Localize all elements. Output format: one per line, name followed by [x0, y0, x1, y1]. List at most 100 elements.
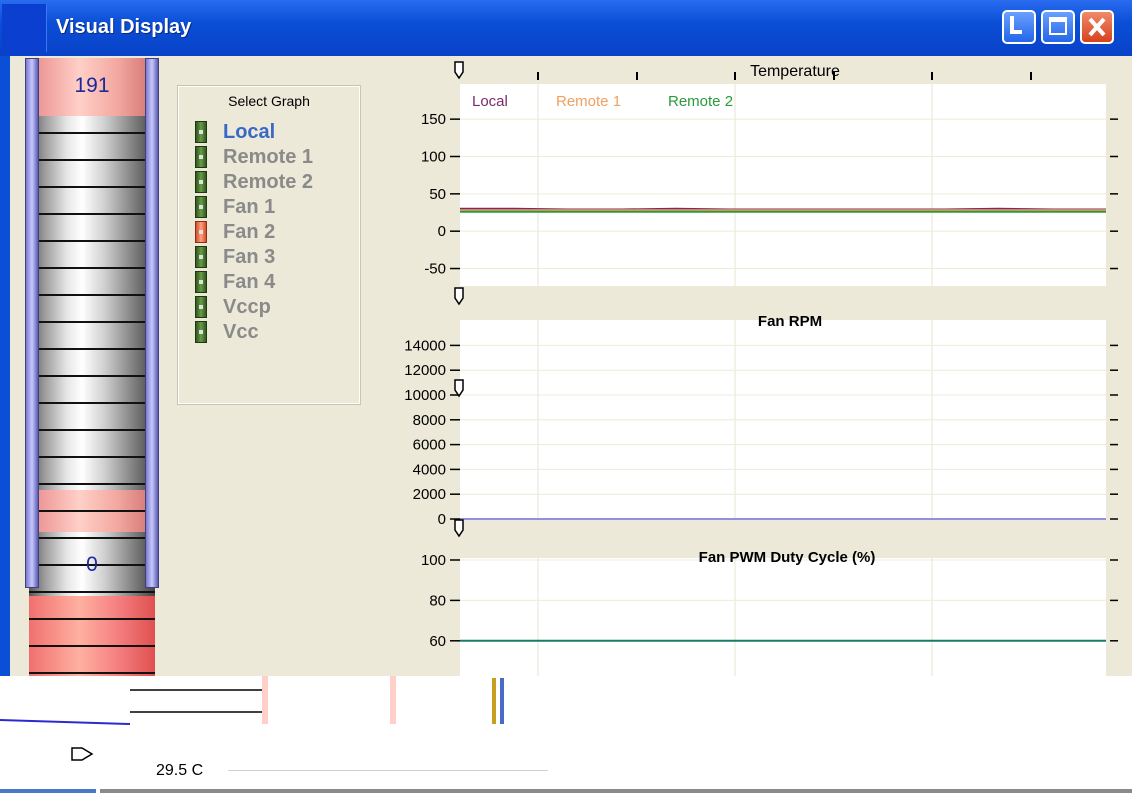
thermometer-gauge: 191 0	[17, 58, 167, 678]
thermometer-top-segment	[29, 58, 155, 116]
thermometer-band	[29, 402, 155, 404]
thermometer-band	[29, 564, 155, 566]
indicator-led-icon	[195, 321, 207, 343]
select-item-fan-3[interactable]: Fan 3	[195, 245, 275, 269]
select-item-label: Vccp	[223, 295, 271, 318]
window-title: Visual Display	[56, 16, 192, 38]
thermometer-band	[29, 213, 155, 215]
select-item-label: Fan 3	[223, 245, 276, 268]
select-item-fan-2[interactable]: Fan 2	[195, 220, 275, 244]
select-item-vccp[interactable]: Vccp	[195, 295, 271, 319]
y-tick-label: 4000	[413, 461, 446, 478]
y-tick-label: 150	[421, 111, 446, 128]
select-graph-group: Select Graph Local Remote 1 Remote 2 Fan…	[177, 85, 361, 405]
window-frame	[0, 56, 10, 676]
select-item-remote-2[interactable]: Remote 2	[195, 170, 313, 194]
thermometer-band	[29, 591, 155, 593]
thermometer-band	[29, 537, 155, 539]
thermometer-band	[29, 159, 155, 161]
thermometer-fill	[29, 596, 155, 678]
y-tick-label: 12000	[404, 362, 446, 379]
indicator-led-icon	[195, 246, 207, 268]
indicator-led-icon	[195, 221, 207, 243]
thermometer-band	[29, 456, 155, 458]
legend-entry: Local	[472, 93, 508, 110]
ghost-thermo-edge	[390, 676, 396, 724]
y-tick-label: 0	[438, 223, 446, 240]
select-item-local[interactable]: Local	[195, 120, 275, 144]
thermometer-tube	[29, 58, 155, 678]
select-item-vcc[interactable]: Vcc	[195, 320, 259, 344]
select-item-label: Fan 2	[223, 220, 276, 243]
thermometer-band	[29, 618, 155, 620]
close-button[interactable]	[1080, 10, 1114, 44]
y-tick-label: 50	[429, 186, 446, 203]
title-bar[interactable]: Visual Display	[0, 0, 1132, 56]
y-tick-label: 100	[421, 148, 446, 165]
legend-entry: Remote 1	[556, 93, 621, 110]
y-tick-label: 0	[438, 511, 446, 528]
select-item-label: Remote 1	[223, 145, 314, 168]
indicator-led-icon	[195, 146, 207, 168]
y-tick-label: -50	[424, 261, 446, 278]
chart-title: Fan RPM	[758, 313, 822, 330]
thermometer-band	[29, 132, 155, 134]
y-tick-label: 100	[421, 552, 446, 569]
select-item-remote-1[interactable]: Remote 1	[195, 145, 313, 169]
y-tick-label: 60	[429, 633, 446, 650]
minimize-icon	[1010, 16, 1022, 34]
thermometer-band	[29, 672, 155, 674]
select-item-label: Fan 1	[223, 195, 276, 218]
ghost-thermo-edge	[262, 676, 268, 724]
status-strip	[0, 676, 1132, 795]
thermometer-max-value: 191	[74, 74, 110, 97]
select-item-label: Remote 2	[223, 170, 314, 193]
readout-divider	[228, 770, 548, 771]
scroll-left-marker-icon[interactable]	[71, 747, 94, 761]
thermometer-rail-right	[145, 58, 159, 588]
maximize-button[interactable]	[1041, 10, 1075, 44]
ghost-rail	[492, 678, 496, 724]
plot-background	[460, 558, 1106, 676]
plot-background	[460, 84, 1106, 286]
bottom-frame-accent	[0, 789, 96, 793]
thermometer-band	[29, 348, 155, 350]
minimize-button[interactable]	[1002, 10, 1036, 44]
y-tick-label: 2000	[413, 486, 446, 503]
select-item-fan-1[interactable]: Fan 1	[195, 195, 275, 219]
indicator-led-icon	[195, 121, 207, 143]
temperature-readout: 29.5 C	[156, 762, 204, 779]
indicator-led-icon	[195, 271, 207, 293]
y-tick-label: 14000	[404, 337, 446, 354]
y-tick-label: 6000	[413, 437, 446, 454]
y-tick-label: 80	[429, 592, 446, 609]
select-graph-title: Select Graph	[228, 93, 310, 109]
thermometer-band	[29, 321, 155, 323]
select-item-fan-4[interactable]: Fan 4	[195, 270, 275, 294]
select-item-label: Local	[223, 120, 276, 143]
cursor-marker-icon	[454, 519, 464, 538]
select-item-label: Vcc	[223, 320, 259, 343]
thermometer-band	[29, 483, 155, 485]
indicator-led-icon	[195, 171, 207, 193]
thermometer-band	[29, 375, 155, 377]
thermometer-band	[29, 645, 155, 647]
chart-title: Temperature	[750, 63, 840, 80]
thermometer-min-value: 0	[86, 553, 98, 576]
y-tick-label: 10000	[404, 387, 446, 404]
indicator-led-icon	[195, 296, 207, 318]
thermometer-band	[29, 294, 155, 296]
indicator-led-icon	[195, 196, 207, 218]
bottom-frame	[100, 789, 1132, 793]
cursor-marker-icon	[454, 61, 464, 80]
cursor-marker-icon	[454, 287, 464, 306]
thermometer-band	[29, 510, 155, 512]
legend-entry: Remote 2	[668, 93, 733, 110]
thermometer-band	[29, 429, 155, 431]
ghost-fan2-trace	[0, 719, 131, 725]
thermometer-band	[29, 267, 155, 269]
y-tick-label: 8000	[413, 412, 446, 429]
app-menu-icon[interactable]	[2, 4, 47, 52]
